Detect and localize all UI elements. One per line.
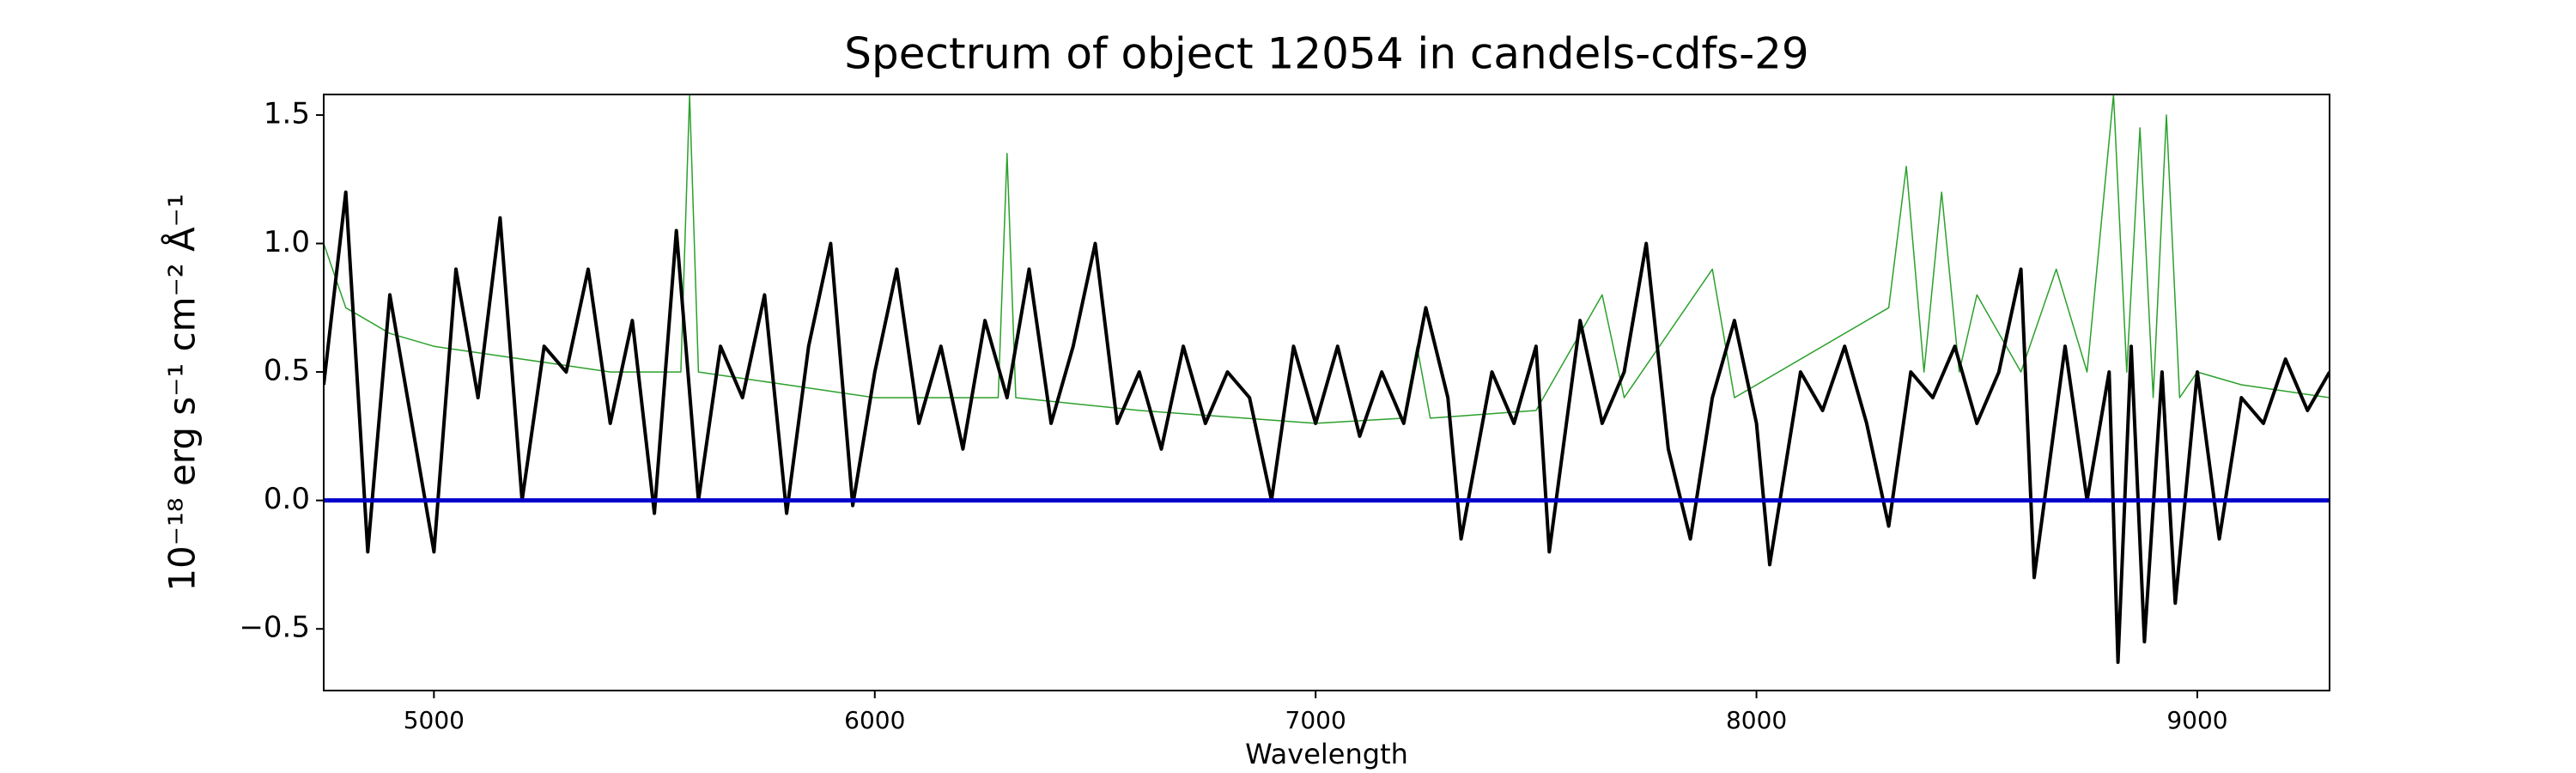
series-line — [324, 190, 2330, 665]
x-axis-label: Wavelength — [1245, 738, 1408, 770]
chart-title: Spectrum of object 12054 in candels-cdfs… — [844, 29, 1809, 79]
plot-frame — [323, 94, 2330, 691]
x-tick-label: 6000 — [844, 706, 905, 734]
y-axis-label: 10⁻¹⁸ erg s⁻¹ cm⁻² Å⁻¹ — [161, 193, 204, 591]
plot-lines — [324, 94, 2330, 665]
y-tick-label: 0.0 — [264, 482, 310, 516]
y-tick-label: 1.5 — [264, 96, 310, 131]
y-tick-label: 1.0 — [264, 225, 310, 259]
x-tick-label: 5000 — [404, 706, 465, 734]
x-tick-label: 7000 — [1285, 706, 1346, 734]
x-tick-label: 8000 — [1726, 706, 1787, 734]
y-tick-label: 0.5 — [264, 354, 310, 388]
x-tick-label: 9000 — [2166, 706, 2227, 734]
y-tick-label: −0.5 — [239, 611, 310, 645]
series-line — [324, 94, 2330, 424]
